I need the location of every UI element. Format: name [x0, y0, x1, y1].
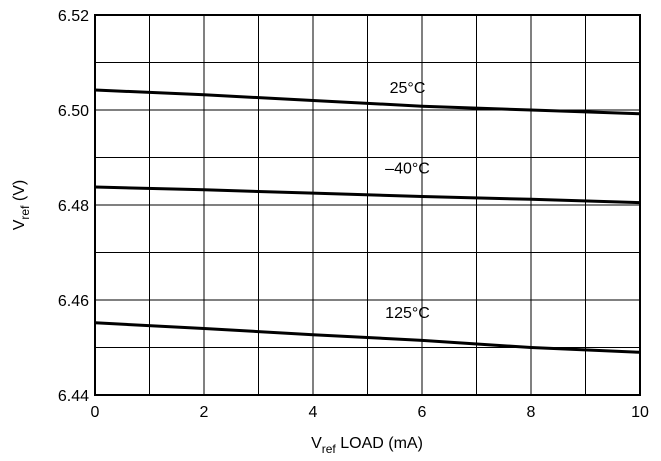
y-tick-label-0: 6.44: [58, 388, 89, 405]
y-tick-label-3: 6.50: [58, 103, 89, 120]
x-tick-label-5: 10: [631, 404, 649, 421]
series-labels: 25°C –40°C 125°C: [385, 80, 430, 322]
x-tick-label-0: 0: [91, 404, 100, 421]
x-axis-title: Vref LOAD (mA): [311, 435, 423, 456]
x-tick-label-2: 4: [309, 404, 318, 421]
y-axis-title: Vref (V): [11, 180, 32, 230]
series-label-1: –40°C: [385, 161, 430, 178]
plot-frame: [94, 14, 641, 396]
x-axis-title-sub: ref: [322, 442, 337, 456]
x-axis-title-rest: LOAD (mA): [336, 435, 423, 452]
y-tick-label-4: 6.52: [58, 8, 89, 25]
y-axis-title-main: V: [11, 219, 28, 230]
x-tick-label-3: 6: [418, 404, 427, 421]
x-tick-label-4: 8: [527, 404, 536, 421]
x-tick-labels: 0 2 4 6 8 10: [91, 404, 649, 421]
y-tick-label-2: 6.48: [58, 198, 89, 215]
y-tick-label-1: 6.46: [58, 293, 89, 310]
x-axis-title-main: V: [311, 435, 322, 452]
series-label-2: 125°C: [385, 305, 430, 322]
y-axis-title-sub: ref: [18, 205, 32, 220]
y-axis-title-rest: (V): [11, 180, 28, 206]
series-line-1: [94, 185, 641, 205]
series-lines: [94, 88, 641, 354]
series-line-0: [94, 88, 641, 116]
series-line-2: [94, 321, 641, 354]
y-tick-labels: 6.44 6.46 6.48 6.50 6.52: [58, 8, 89, 405]
x-tick-label-1: 2: [200, 404, 209, 421]
series-label-0: 25°C: [390, 80, 426, 97]
